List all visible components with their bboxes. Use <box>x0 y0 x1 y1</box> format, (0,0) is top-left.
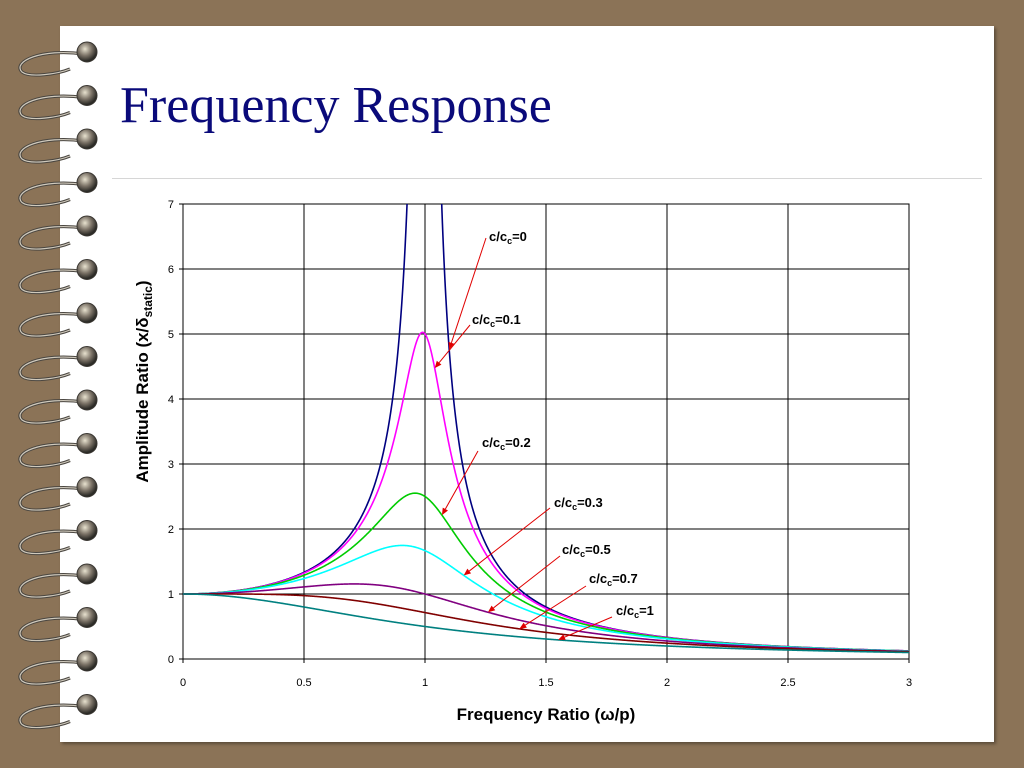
title-divider <box>112 178 982 179</box>
x-tick-label: 0.5 <box>296 677 311 689</box>
y-tick-label: 4 <box>168 394 174 406</box>
series-label: c/cc=0.1 <box>472 312 521 329</box>
binding-ring <box>18 476 98 512</box>
binding-ring <box>18 607 98 643</box>
binding-ring <box>18 85 98 121</box>
binding-ring <box>18 215 98 251</box>
binding-ring <box>18 433 98 469</box>
grid <box>183 204 909 659</box>
annotation-arrow <box>448 237 487 350</box>
series-label: c/cc=0.5 <box>562 542 611 559</box>
series-label: c/cc=1 <box>616 603 654 620</box>
y-tick-label: 3 <box>168 459 174 471</box>
series-lines <box>183 204 909 654</box>
y-tick-label: 0 <box>168 654 174 666</box>
series-line <box>183 583 909 653</box>
annotation-arrow <box>558 616 613 640</box>
binding-ring <box>18 346 98 382</box>
annotations: c/cc=0 c/cc=0.1 c/cc=0.2 c/cc=0.3 c/cc=0.5 c/… <box>434 229 654 640</box>
x-tick-label: 1 <box>422 677 428 689</box>
annotation-arrow <box>487 555 561 613</box>
x-axis-title: Frequency Ratio (ω/p) <box>457 705 636 724</box>
annotation-arrow <box>441 450 479 516</box>
x-tick-label: 1.5 <box>538 677 553 689</box>
binding-ring <box>18 302 98 338</box>
series-label: c/cc=0 <box>489 229 527 246</box>
series-label: c/cc=0.2 <box>482 435 531 452</box>
slide-title: Frequency Response <box>120 77 552 134</box>
series-line <box>183 593 909 654</box>
binding-ring <box>18 172 98 208</box>
binding-ring <box>18 563 98 599</box>
y-tick-label: 2 <box>168 524 174 536</box>
y-tick-label: 1 <box>168 589 174 601</box>
y-axis-title: Amplitude Ratio (x/δstatic) <box>133 280 155 482</box>
binding-ring <box>18 694 98 730</box>
x-tick-label: 3 <box>906 677 912 689</box>
annotation-arrow <box>434 324 471 369</box>
x-tick-label: 2.5 <box>780 677 795 689</box>
x-tick-label: 2 <box>664 677 670 689</box>
binding-ring <box>18 650 98 686</box>
y-tick-label: 7 <box>168 199 174 211</box>
series-label: c/cc=0.7 <box>589 571 638 588</box>
annotation-arrow <box>463 507 551 576</box>
y-tick-label: 6 <box>168 264 174 276</box>
x-tick-label: 0 <box>180 677 186 689</box>
series-line <box>183 593 909 653</box>
binding-ring <box>18 128 98 164</box>
y-tick-label: 5 <box>168 329 174 341</box>
binding-ring <box>18 41 98 77</box>
binding-ring <box>18 520 98 556</box>
series-label: c/cc=0.3 <box>554 495 603 512</box>
binding-ring <box>18 389 98 425</box>
binding-ring <box>18 259 98 295</box>
annotation-arrow <box>519 585 587 629</box>
